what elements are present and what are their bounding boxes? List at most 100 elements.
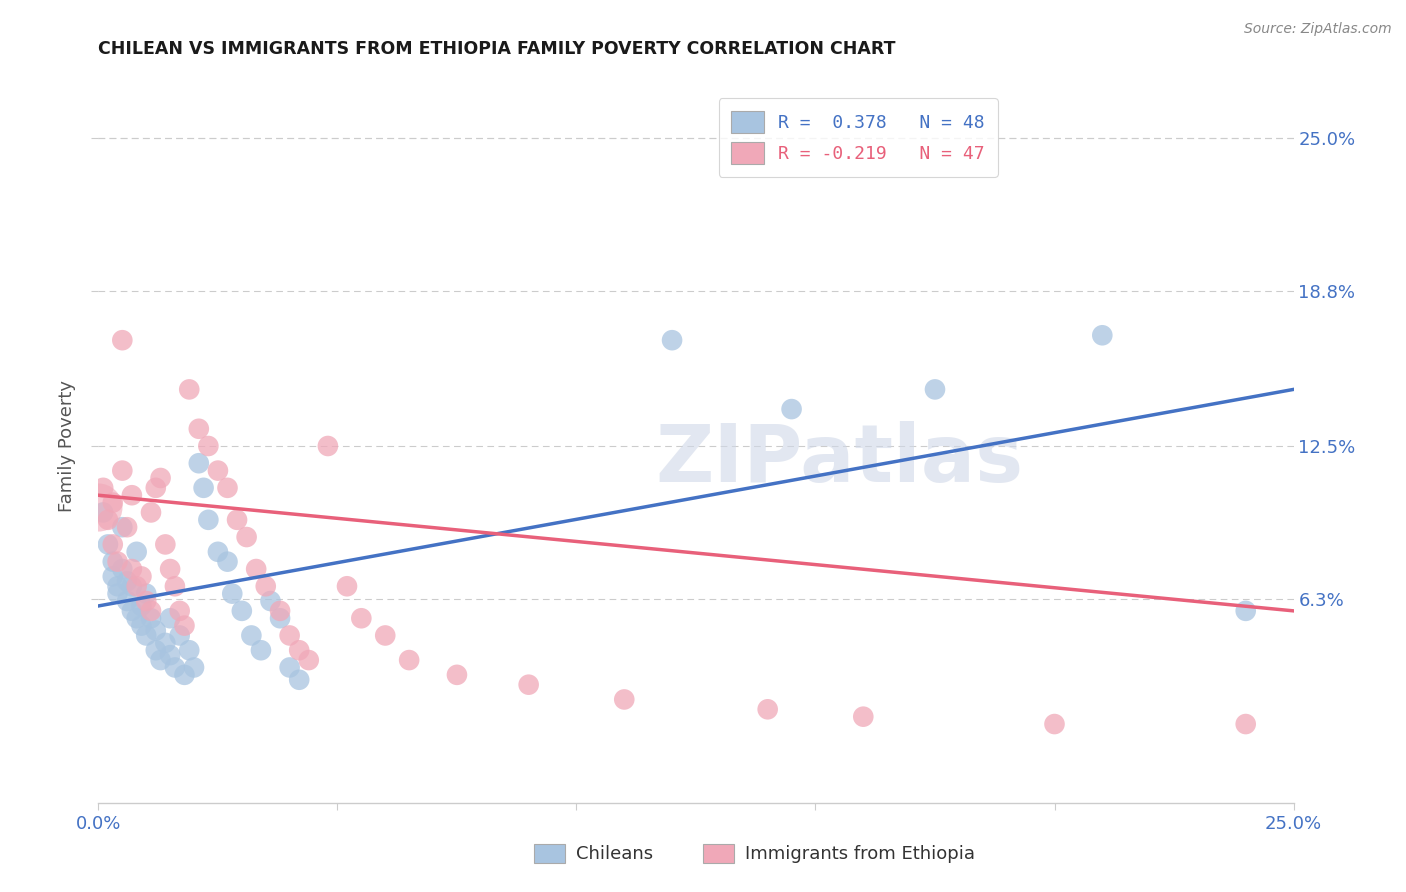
Point xyxy=(221,587,243,601)
Point xyxy=(250,643,273,657)
Point xyxy=(135,628,157,642)
Point xyxy=(193,481,215,495)
Point xyxy=(115,520,138,534)
Point xyxy=(207,545,229,559)
Point xyxy=(115,574,138,589)
Point xyxy=(121,604,143,618)
Point xyxy=(125,579,148,593)
Point xyxy=(207,464,229,478)
Point xyxy=(254,579,277,593)
Point xyxy=(101,555,124,569)
Point xyxy=(115,594,138,608)
Point xyxy=(97,513,120,527)
Point xyxy=(139,611,162,625)
Point xyxy=(111,464,134,478)
Text: Immigrants from Ethiopia: Immigrants from Ethiopia xyxy=(745,845,976,863)
Point xyxy=(217,555,239,569)
Point xyxy=(197,513,219,527)
Point xyxy=(1091,328,1114,343)
Point xyxy=(107,579,129,593)
Point xyxy=(245,562,267,576)
Point xyxy=(187,422,209,436)
Point xyxy=(269,604,291,618)
Point xyxy=(169,628,191,642)
Point xyxy=(145,643,167,657)
Point xyxy=(517,678,540,692)
Point xyxy=(259,594,281,608)
Point xyxy=(217,481,239,495)
Point xyxy=(121,579,143,593)
Point xyxy=(107,555,129,569)
Point xyxy=(169,604,191,618)
Point xyxy=(149,653,172,667)
Point xyxy=(288,673,311,687)
Legend: R =  0.378   N = 48, R = -0.219   N = 47: R = 0.378 N = 48, R = -0.219 N = 47 xyxy=(718,98,998,177)
Point xyxy=(111,562,134,576)
Point xyxy=(288,643,311,657)
Point xyxy=(145,481,167,495)
Point xyxy=(163,579,186,593)
Point xyxy=(780,402,803,417)
Point xyxy=(197,439,219,453)
Point xyxy=(756,702,779,716)
Point xyxy=(121,488,143,502)
Point xyxy=(139,505,162,519)
Point xyxy=(155,636,177,650)
Point xyxy=(924,383,946,397)
Point xyxy=(240,628,263,642)
Point xyxy=(125,611,148,625)
Point xyxy=(135,587,157,601)
Point xyxy=(183,660,205,674)
Point xyxy=(139,604,162,618)
Point xyxy=(269,611,291,625)
Point xyxy=(235,530,257,544)
Point xyxy=(336,579,359,593)
Point xyxy=(298,653,321,667)
Point xyxy=(135,594,157,608)
Point xyxy=(278,660,301,674)
Point xyxy=(661,333,683,347)
Point xyxy=(101,495,124,509)
Text: Source: ZipAtlas.com: Source: ZipAtlas.com xyxy=(1244,22,1392,37)
Point xyxy=(91,505,114,519)
Y-axis label: Family Poverty: Family Poverty xyxy=(58,380,76,512)
Point xyxy=(111,333,134,347)
Point xyxy=(187,456,209,470)
Point xyxy=(1234,717,1257,731)
Point xyxy=(159,562,181,576)
Text: ZIPatlas: ZIPatlas xyxy=(655,421,1024,500)
Point xyxy=(179,643,201,657)
Point xyxy=(226,513,249,527)
Point xyxy=(173,618,195,632)
Point xyxy=(111,520,134,534)
Text: CHILEAN VS IMMIGRANTS FROM ETHIOPIA FAMILY POVERTY CORRELATION CHART: CHILEAN VS IMMIGRANTS FROM ETHIOPIA FAMI… xyxy=(98,40,896,58)
Point xyxy=(446,668,468,682)
Point xyxy=(1234,604,1257,618)
Point xyxy=(179,383,201,397)
Point xyxy=(131,599,153,613)
Point xyxy=(1043,717,1066,731)
Point xyxy=(155,537,177,551)
Point xyxy=(125,545,148,559)
Point xyxy=(101,569,124,583)
Point xyxy=(107,587,129,601)
Point xyxy=(316,439,339,453)
Point xyxy=(145,624,167,638)
Point xyxy=(278,628,301,642)
Point xyxy=(231,604,253,618)
Point xyxy=(173,668,195,682)
Point xyxy=(97,537,120,551)
Point xyxy=(87,500,110,515)
Point xyxy=(852,709,875,723)
Point xyxy=(398,653,420,667)
Point xyxy=(91,481,114,495)
Point xyxy=(101,537,124,551)
Point xyxy=(159,611,181,625)
Point xyxy=(131,569,153,583)
Point xyxy=(613,692,636,706)
Point xyxy=(149,471,172,485)
Text: Chileans: Chileans xyxy=(576,845,654,863)
Point xyxy=(163,660,186,674)
Point xyxy=(131,618,153,632)
Point xyxy=(121,562,143,576)
